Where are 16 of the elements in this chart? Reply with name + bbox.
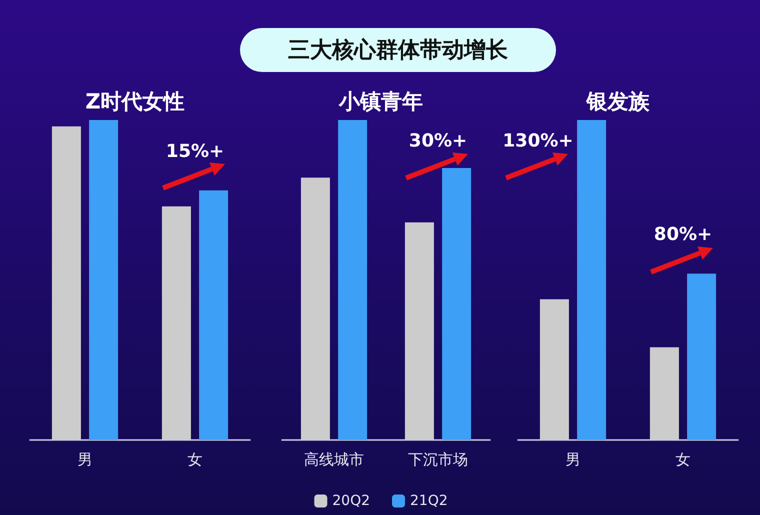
annotation: 130%+ [502,130,574,152]
x-tick-label: 男 [566,450,580,468]
annotation: 80%+ [654,224,712,246]
chart-title: Z时代女性 [85,90,185,114]
x-tick-label: 女 [188,450,202,468]
x-tick-label: 高线城市 [304,450,364,468]
x-tick-label: 男 [78,450,92,468]
chart-title: 三大核心群体带动增长 [240,28,556,72]
x-tick-label: 女 [676,450,690,468]
x-tick-label: 下沉市场 [408,450,468,468]
legend-label: 20Q2 [332,493,370,509]
annotation: 30%+ [408,130,468,152]
annotation: 15%+ [166,140,224,162]
chart-subtitle: 小镇青年 [338,90,423,114]
legend-label: 21Q2 [410,493,448,509]
chart-title: 银发族 [586,90,650,114]
